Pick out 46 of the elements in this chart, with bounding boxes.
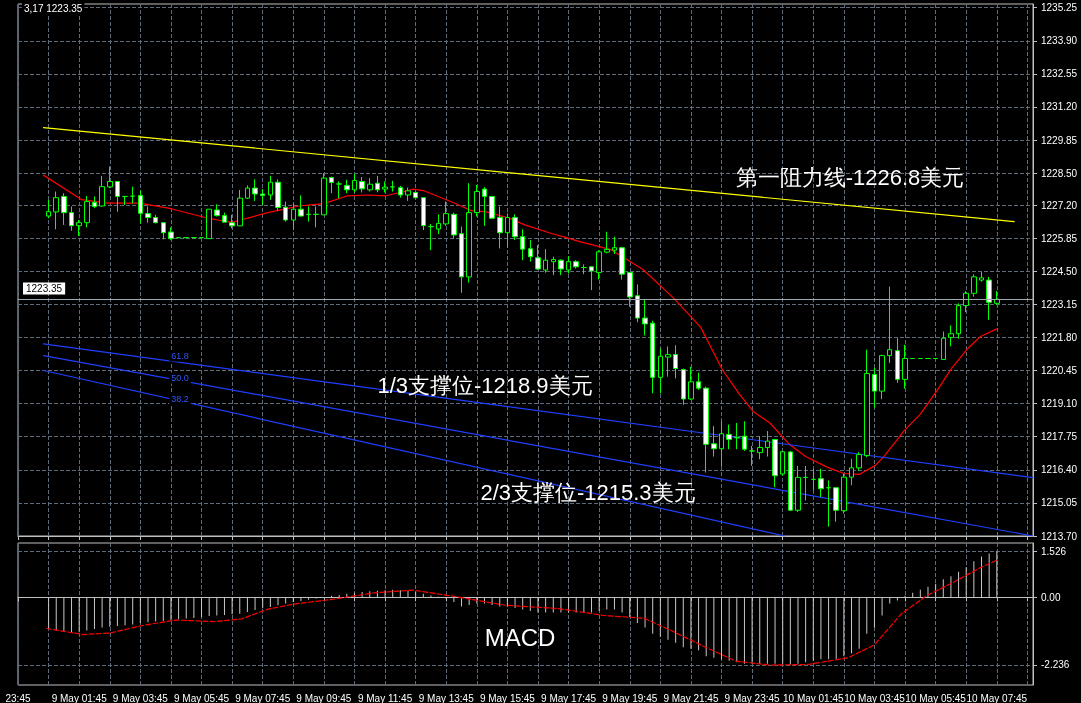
y-tick-label: 1223.15 (1041, 298, 1078, 310)
x-tick-label: 9 May 13:45 (418, 692, 475, 703)
y-tick-label: 1235.25 (1041, 2, 1078, 14)
x-tick-label: 9 May 07:45 (235, 692, 291, 703)
x-tick-label: 10 May 01:45 (782, 692, 845, 703)
y-tick-label: 1216.40 (1041, 464, 1078, 476)
y-tick-label: -2.236 (1041, 659, 1070, 671)
y-tick-label: 1227.20 (1041, 199, 1078, 211)
y-tick-label: 1.526 (1041, 545, 1067, 557)
y-tick-label: 1219.10 (1041, 398, 1078, 410)
annotation: 1/3支撑位-1218.9美元 (377, 372, 593, 398)
annotation: 50.0 (171, 373, 189, 383)
annotation: 第一阻力线-1226.8美元 (735, 164, 965, 190)
x-tick-label: 9 May 19:45 (602, 692, 658, 703)
x-tick-label: 10 May 03:45 (844, 692, 906, 703)
x-tick-label: 9 May 05:45 (174, 692, 230, 703)
y-tick-label: 1220.45 (1041, 365, 1078, 377)
y-tick-label: 1228.50 (1041, 167, 1078, 179)
y-tick-label: 1232.55 (1041, 68, 1078, 80)
x-tick-label: 9 May 17:45 (541, 692, 597, 703)
y-tick-label: 1217.75 (1041, 431, 1078, 443)
y-tick-label: 1225.85 (1041, 232, 1078, 244)
x-tick-label: 9 May 11:45 (357, 692, 413, 703)
y-tick-label: 1231.20 (1041, 101, 1078, 113)
x-tick-label: 9 May 23:45 (724, 692, 781, 703)
x-tick-label: 10 May 07:45 (966, 692, 1028, 703)
ref-line-label: 1223.35 (26, 282, 63, 294)
y-tick-label: 1224.50 (1041, 265, 1078, 277)
annotation: 2/3支撑位-1215.3美元 (480, 479, 696, 505)
annotation: 38.2 (171, 394, 189, 404)
x-tick-label: 9 May 03:45 (112, 692, 169, 703)
x-tick-label: 10 May 05:45 (905, 692, 967, 703)
annotation: 61.8 (171, 351, 189, 361)
x-tick-label: 9 May 01:45 (51, 692, 108, 703)
y-tick-label: 1213.70 (1041, 530, 1078, 542)
y-tick-label: 1221.80 (1041, 331, 1078, 343)
y-tick-label: 0.00 (1041, 591, 1061, 603)
x-tick-label: 23:45 (5, 692, 31, 703)
x-tick-label: 9 May 09:45 (296, 692, 352, 703)
x-tick-label: 9 May 21:45 (663, 692, 719, 703)
x-tick-label: 9 May 15:45 (479, 692, 536, 703)
annotation: 3,17 1223.35 (24, 2, 83, 14)
y-tick-label: 1233.90 (1041, 35, 1078, 47)
y-tick-label: 1229.85 (1041, 134, 1078, 146)
annotation: MACD (484, 623, 556, 651)
y-tick-label: 1215.05 (1041, 497, 1078, 509)
